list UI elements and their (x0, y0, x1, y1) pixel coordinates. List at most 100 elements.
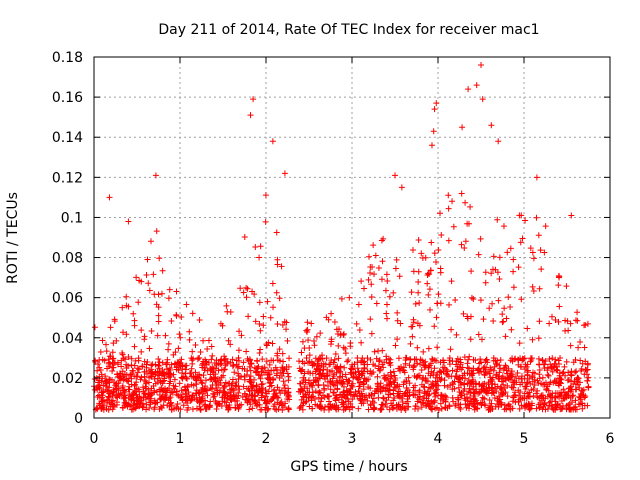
data-point (584, 320, 591, 327)
data-point (274, 256, 281, 263)
data-point (428, 142, 435, 149)
data-point (106, 353, 113, 360)
data-point (332, 350, 339, 357)
data-point (431, 323, 438, 330)
data-point (346, 294, 353, 301)
data-point (570, 392, 577, 399)
data-point (179, 365, 186, 372)
data-point (121, 371, 128, 378)
data-point (575, 381, 582, 388)
data-point (123, 302, 130, 309)
data-point (278, 398, 285, 405)
data-point (197, 376, 204, 383)
data-point (211, 391, 218, 398)
data-point (119, 349, 126, 356)
y-tick-label: 0.04 (52, 331, 83, 347)
data-point (465, 356, 472, 363)
data-point (559, 370, 566, 377)
data-point (518, 296, 525, 303)
data-point (441, 382, 448, 389)
y-tick-label: 0.12 (52, 170, 83, 186)
data-point (204, 392, 211, 399)
data-point (488, 270, 495, 277)
data-point (223, 402, 230, 409)
data-point (481, 371, 488, 378)
data-point (147, 392, 154, 399)
data-point (438, 369, 445, 376)
data-point (537, 247, 544, 254)
data-point (147, 395, 154, 402)
x-tick-label: 5 (520, 431, 529, 447)
data-point (458, 392, 465, 399)
data-point (433, 314, 440, 321)
data-point (273, 229, 280, 236)
data-point (522, 361, 529, 368)
data-point (325, 398, 332, 405)
data-point (148, 327, 155, 334)
data-point (367, 385, 374, 392)
data-point (378, 276, 385, 283)
data-point (372, 252, 379, 259)
data-point (558, 398, 565, 405)
data-point (116, 370, 123, 377)
data-point (240, 359, 247, 366)
data-point (283, 319, 290, 326)
data-point (129, 392, 136, 399)
data-point (231, 369, 238, 376)
data-point (581, 344, 588, 351)
data-point (168, 361, 175, 368)
data-point (276, 374, 283, 381)
data-point (236, 386, 243, 393)
data-point (178, 356, 185, 363)
data-point (252, 244, 259, 251)
data-point (258, 406, 265, 413)
data-point (200, 337, 207, 344)
data-point (518, 402, 525, 409)
data-point (152, 361, 159, 368)
data-point (527, 358, 534, 365)
data-point (492, 357, 499, 364)
data-point (510, 384, 517, 391)
data-point (209, 364, 216, 371)
data-point (110, 355, 117, 362)
data-point (510, 379, 517, 386)
data-point (306, 352, 313, 359)
data-point (241, 373, 248, 380)
data-point (383, 381, 390, 388)
data-point (201, 388, 208, 395)
data-point (205, 337, 212, 344)
data-point (246, 356, 253, 363)
data-point (483, 364, 490, 371)
data-point (285, 405, 292, 412)
data-point (141, 377, 148, 384)
data-point (390, 289, 397, 296)
data-point (133, 274, 140, 281)
data-point (452, 373, 459, 380)
data-point (323, 314, 330, 321)
data-point (274, 352, 281, 359)
data-point (382, 287, 389, 294)
data-point (306, 394, 313, 401)
data-point (431, 106, 438, 113)
data-point (391, 394, 398, 401)
data-point (151, 291, 158, 298)
data-point (515, 264, 522, 271)
data-point (270, 304, 277, 311)
data-point (283, 366, 290, 373)
data-point (96, 400, 103, 407)
data-point (575, 344, 582, 351)
data-point (140, 404, 147, 411)
data-point (336, 373, 343, 380)
data-point (177, 334, 184, 341)
data-point (507, 245, 514, 252)
data-point (371, 405, 378, 412)
data-point (442, 393, 449, 400)
data-point (155, 312, 162, 319)
data-point (305, 359, 312, 366)
data-point (367, 316, 374, 323)
data-point (468, 268, 475, 275)
data-point (495, 393, 502, 400)
data-point (457, 361, 464, 368)
data-point (418, 404, 425, 411)
data-point (381, 375, 388, 382)
